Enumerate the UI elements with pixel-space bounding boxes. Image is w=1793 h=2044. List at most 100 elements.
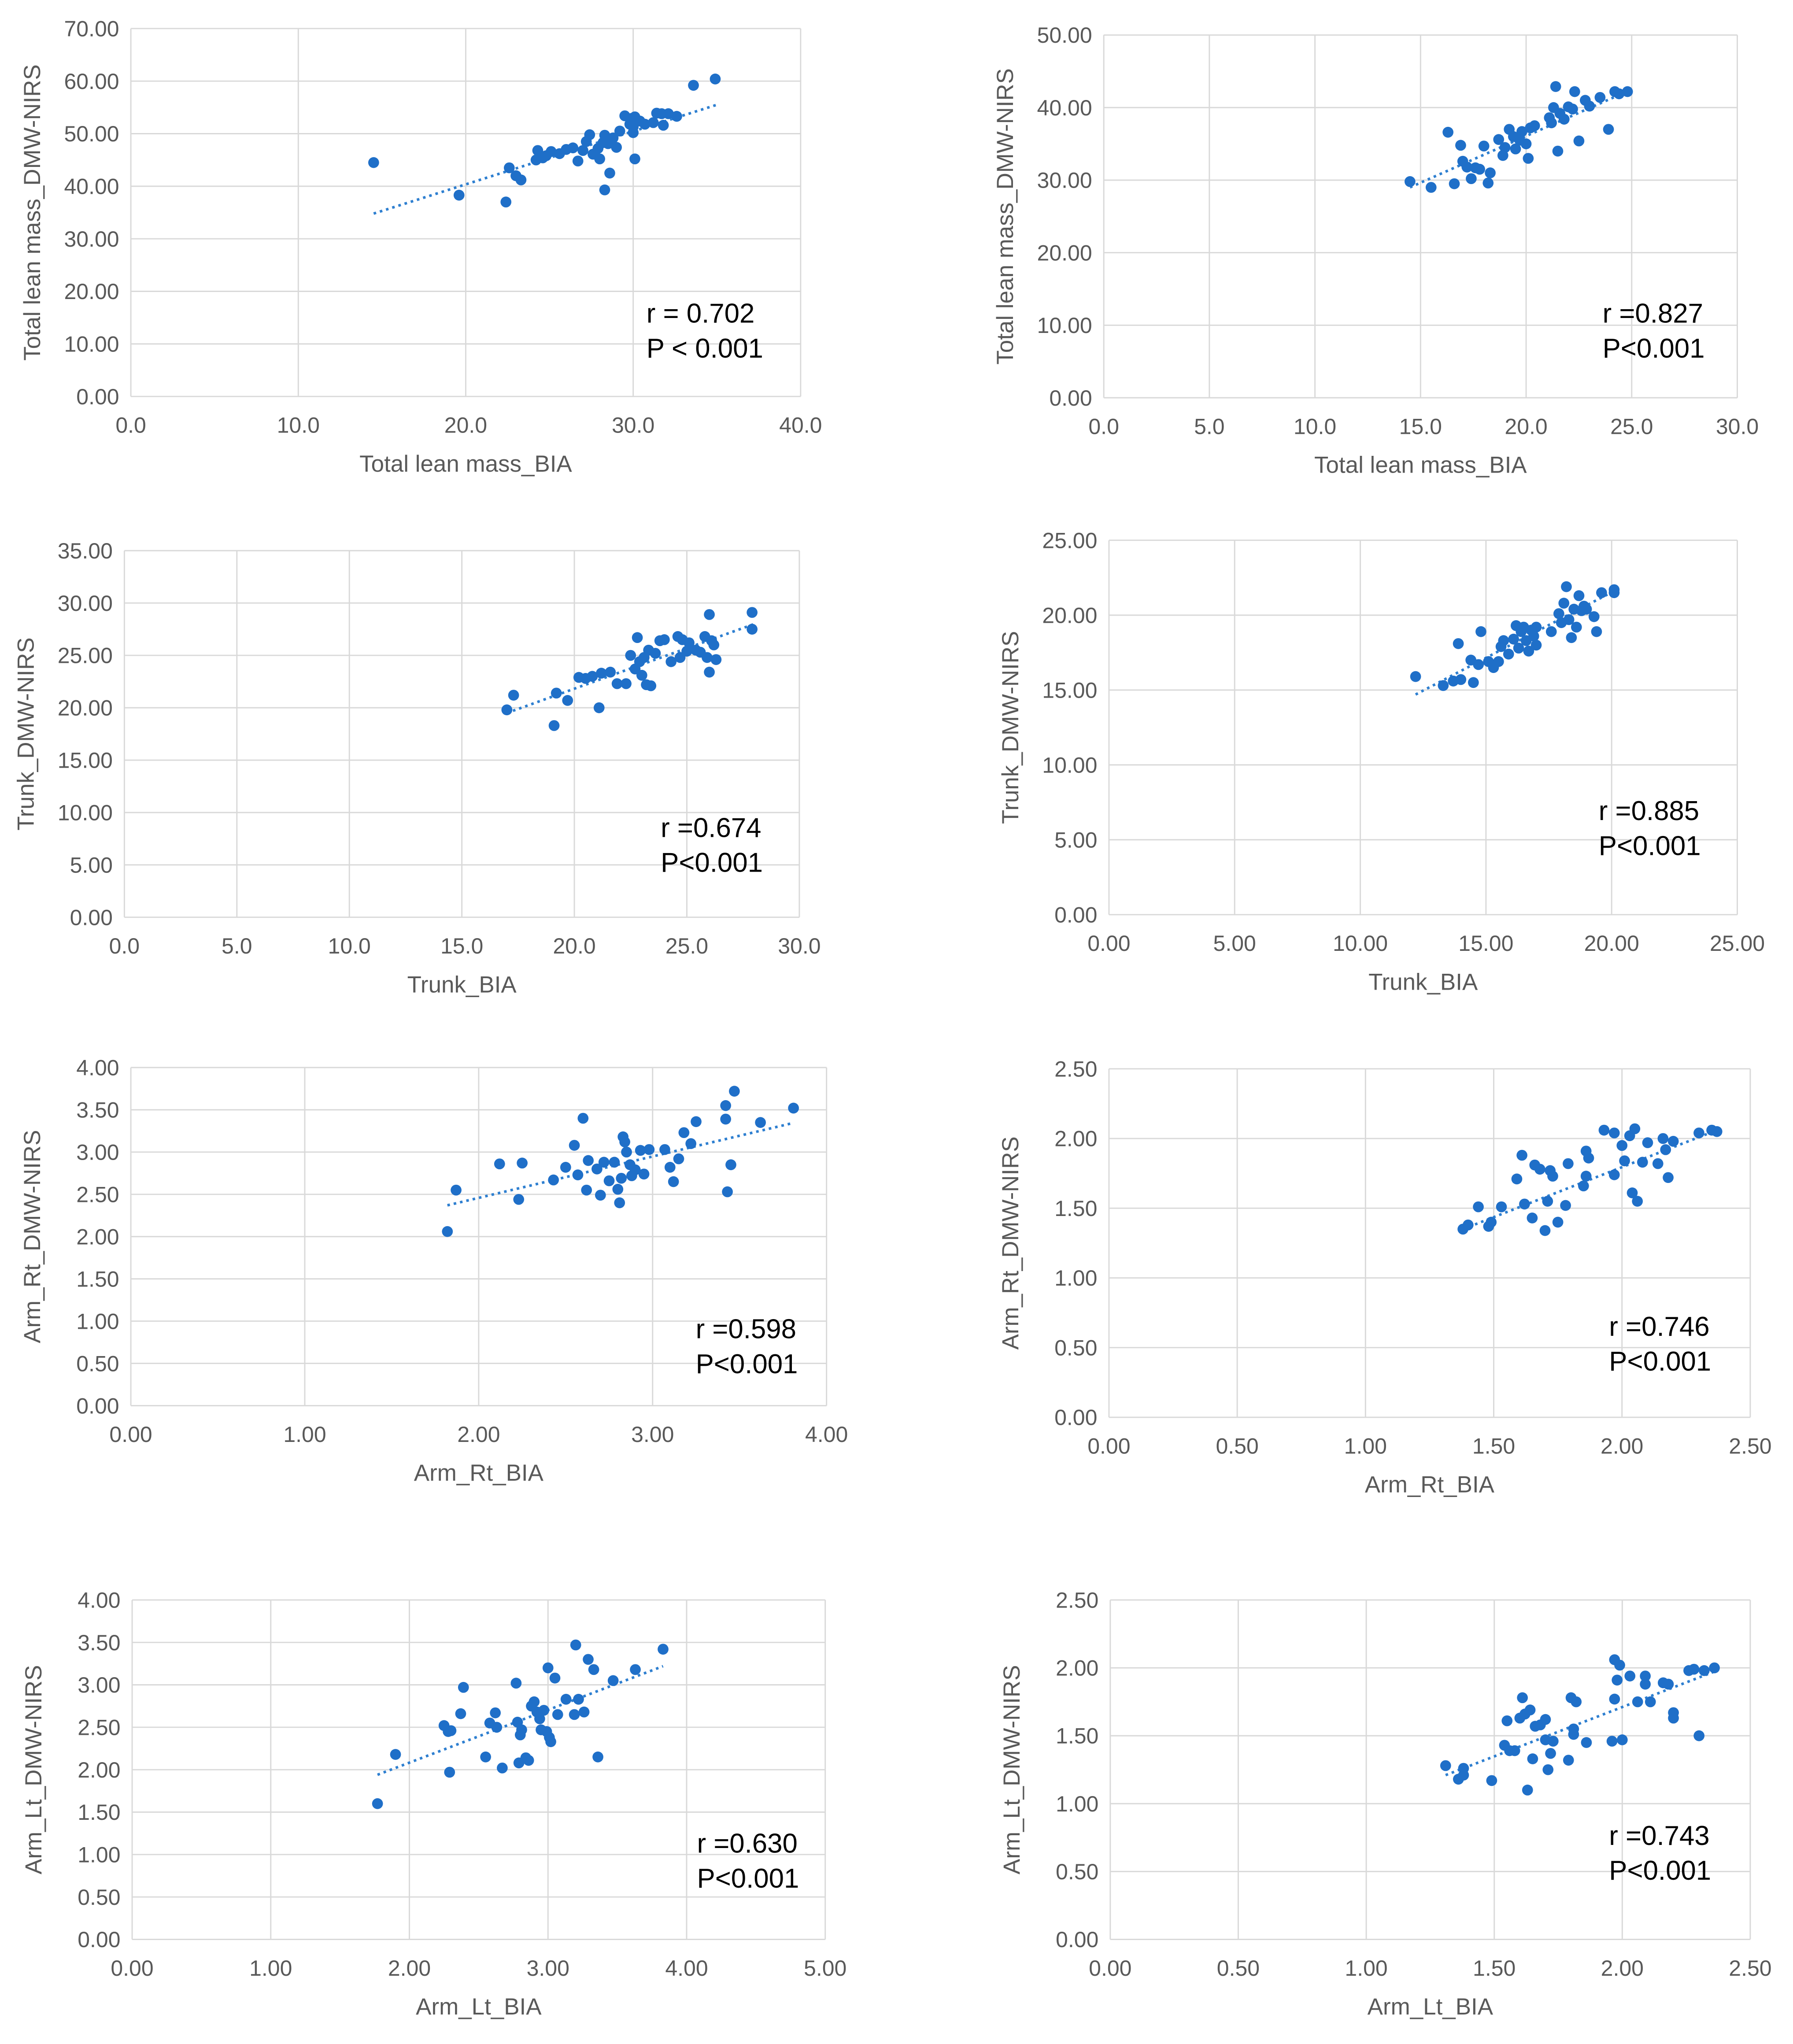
data-point (678, 1127, 690, 1138)
data-point (702, 652, 713, 663)
data-point (1558, 598, 1570, 609)
y-tick-label: 0.50 (78, 1885, 120, 1910)
x-tick-label: 2.50 (1729, 1434, 1771, 1458)
data-point (1449, 178, 1460, 189)
data-point (635, 1145, 646, 1156)
y-tick-label: 2.50 (78, 1715, 120, 1740)
y-tick-label: 3.50 (78, 1630, 120, 1655)
y-tick-label: 0.50 (1056, 1859, 1098, 1884)
data-point (1552, 1216, 1564, 1228)
data-point (1583, 1153, 1594, 1164)
x-tick-label: 2.50 (1729, 1956, 1771, 1981)
data-point (480, 1751, 491, 1763)
data-point (1523, 645, 1534, 657)
data-point (1527, 1753, 1538, 1764)
data-point (1608, 1127, 1620, 1138)
y-tick-label: 2.00 (1056, 1656, 1098, 1681)
y-tick-label: 0.00 (76, 384, 119, 409)
x-axis-title: Trunk_BIA (1368, 969, 1478, 995)
data-point (1516, 126, 1527, 137)
data-point (599, 129, 610, 141)
trendline (447, 1122, 792, 1207)
y-tick-label: 1.00 (1056, 1792, 1098, 1816)
x-axis-title: Arm_Rt_BIA (414, 1460, 544, 1486)
data-point (788, 1102, 799, 1114)
y-tick-label: 25.00 (58, 643, 113, 668)
data-point (663, 108, 674, 119)
x-tick-label: 15.0 (440, 934, 483, 958)
data-point (668, 1176, 679, 1187)
data-point (1522, 1785, 1533, 1796)
data-point (1608, 584, 1620, 595)
y-tick-label: 10.00 (1042, 753, 1097, 777)
data-point (569, 1140, 580, 1151)
data-point (1612, 1674, 1623, 1686)
data-point (503, 162, 515, 174)
data-point (584, 129, 595, 140)
y-tick-label: 10.00 (58, 800, 113, 825)
data-point (1482, 177, 1494, 189)
data-point (549, 1672, 561, 1684)
data-point (639, 118, 651, 130)
y-tick-label: 2.50 (76, 1182, 119, 1207)
y-axis-title: Arm_Lt_DMW-NIRS (999, 1665, 1025, 1874)
data-point (1534, 1164, 1545, 1175)
data-point (1410, 671, 1421, 682)
data-point (1568, 1723, 1579, 1735)
data-point (562, 695, 573, 706)
data-point (729, 1086, 740, 1097)
data-point (664, 1162, 676, 1173)
data-point (516, 1724, 527, 1735)
y-tick-label: 3.00 (76, 1140, 119, 1164)
p-value: P<0.001 (1609, 1855, 1711, 1886)
data-point (1581, 1737, 1592, 1748)
y-tick-label: 35.00 (58, 539, 113, 563)
data-point (442, 1226, 453, 1237)
data-point (619, 1136, 630, 1148)
x-tick-label: 20.0 (553, 934, 595, 958)
data-point (1698, 1665, 1710, 1676)
x-tick-label: 10.0 (328, 934, 371, 958)
data-point (1485, 167, 1496, 178)
data-point (604, 167, 615, 179)
data-point (1486, 1775, 1497, 1786)
x-tick-label: 1.00 (283, 1422, 326, 1447)
x-tick-label: 10.0 (1294, 414, 1336, 439)
y-tick-label: 1.50 (76, 1267, 119, 1291)
correlation-r: r =0.674 (661, 813, 761, 843)
data-point (628, 127, 639, 138)
x-tick-label: 5.0 (1194, 414, 1225, 439)
y-tick-label: 0.00 (78, 1927, 120, 1952)
y-tick-label: 0.00 (76, 1393, 119, 1418)
data-point (607, 132, 619, 144)
data-point (1693, 1127, 1704, 1138)
data-point (1571, 621, 1582, 633)
data-point (1668, 1707, 1679, 1719)
data-point (1632, 1196, 1643, 1207)
data-point (453, 189, 465, 201)
data-point (1542, 1764, 1554, 1775)
data-point (673, 1153, 684, 1164)
p-value: P<0.001 (1603, 333, 1705, 364)
data-point (612, 1183, 624, 1195)
data-point (560, 1162, 571, 1173)
x-tick-label: 2.00 (1601, 1434, 1643, 1458)
x-tick-label: 2.00 (388, 1956, 431, 1981)
data-point (458, 1682, 469, 1693)
data-point (747, 607, 758, 618)
x-tick-label: 25.0 (1610, 414, 1653, 439)
data-point (1596, 587, 1607, 599)
data-point (677, 634, 688, 645)
data-point (643, 1144, 655, 1155)
y-tick-label: 50.00 (64, 122, 119, 146)
data-point (572, 155, 584, 166)
y-tick-label: 2.50 (1056, 1588, 1098, 1612)
y-tick-label: 0.00 (1056, 1927, 1098, 1952)
x-tick-label: 0.0 (1088, 414, 1119, 439)
y-tick-label: 30.00 (1037, 168, 1092, 193)
data-point (517, 1157, 528, 1169)
data-point (603, 1175, 615, 1186)
y-tick-label: 10.00 (64, 332, 119, 357)
p-value: P<0.001 (1609, 1346, 1711, 1377)
